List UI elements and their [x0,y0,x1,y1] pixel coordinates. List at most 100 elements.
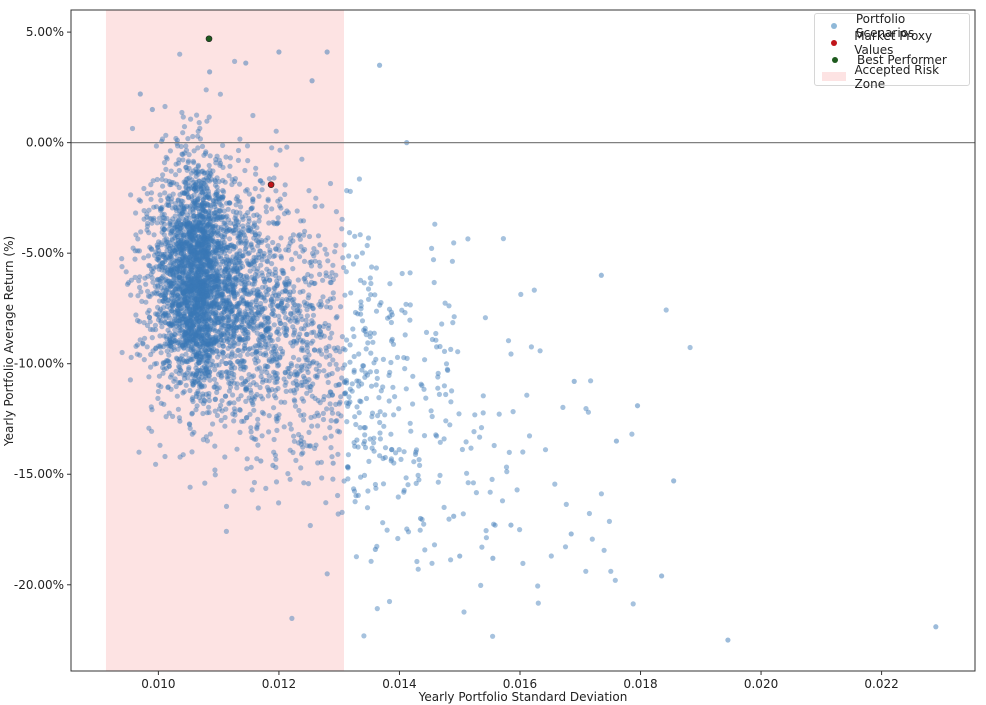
scenario-point [339,509,345,515]
scenario-point [199,227,206,233]
scenario-point [302,302,308,309]
scenario-point [436,391,442,397]
scenario-point [221,280,228,286]
scenario-point [172,204,178,210]
scenario-point [250,395,256,401]
scenario-point [153,345,159,351]
scenario-point [477,434,483,440]
scenario-point [451,314,457,320]
scenario-point [264,266,270,272]
scenario-point [286,374,292,380]
scenario-point [386,398,392,404]
scenario-point [221,258,227,264]
scenario-point [175,296,181,302]
scenario-point [216,305,222,311]
scenario-point [130,245,136,251]
scenario-point [224,336,230,342]
scenario-point [206,397,212,404]
scenario-point [214,338,220,344]
scenario-point [195,274,201,281]
legend-item-market-proxy: Market Proxy Values [821,29,963,57]
x-tick-label: 0.010 [141,677,175,691]
scenario-point [199,202,205,208]
scenario-point [266,268,272,274]
scenario-point [346,253,352,259]
scenario-point [226,273,232,280]
legend-item-accepted-risk-zone: Accepted Risk Zone [821,63,963,91]
scenario-point [249,351,255,357]
scenario-point [162,265,168,271]
scenario-point [210,350,216,356]
scenario-point [155,304,161,310]
scenario-point [119,256,125,262]
scenario-point [192,246,198,252]
scenario-point [128,354,134,360]
scenario-point [187,425,193,431]
scenario-point [380,520,386,526]
scenario-point [314,374,320,380]
portfolio-scenarios-marker-icon [831,22,838,29]
scenario-point [255,416,261,422]
scenario-point [201,287,207,293]
scenario-point [227,200,233,206]
scenario-point [201,296,207,302]
scenario-point [328,389,334,395]
scenario-point [181,375,188,382]
scenario-point [294,371,300,377]
scenario-point [200,393,206,399]
scenario-point [262,279,268,285]
scenario-point [178,237,184,243]
scenario-point [256,365,263,371]
scenario-point [170,267,177,273]
scenario-point [201,240,207,247]
scenario-point [196,318,202,324]
scenario-point [273,292,279,298]
scenario-point [215,371,222,378]
scenario-point [211,339,217,345]
scenario-point [174,232,180,238]
scenario-point [198,284,204,290]
scenario-point [217,327,224,333]
scenario-point [213,337,219,343]
scenario-point [370,339,376,345]
scenario-point [247,268,253,274]
scenario-point [292,403,299,409]
scenario-point [193,391,199,397]
scenario-point [244,143,251,149]
scenario-point [215,195,221,201]
scenario-point [185,289,191,295]
scenario-point [195,222,201,229]
y-tick-label: 5.00% [26,25,64,39]
scenario-point [373,485,379,491]
scenario-point [196,178,203,184]
scenario-point [182,288,188,294]
scenario-point [291,397,297,403]
scenario-point [208,176,215,182]
scenario-point [253,165,259,171]
scenario-point [200,281,206,287]
scenario-point [200,280,206,286]
scenario-point [210,197,216,203]
scenario-point [158,306,164,312]
scenario-point [357,425,363,431]
scenario-point [163,239,169,245]
scenario-point [193,365,199,371]
scenario-point [161,226,167,232]
scenario-point [186,276,192,282]
scenario-point [187,332,193,338]
scenario-point [175,379,182,386]
scenario-point [231,290,237,297]
scenario-point [333,209,339,215]
scenario-point [240,348,246,354]
scenario-point [337,349,343,355]
scenario-point [407,270,413,276]
scenario-point [153,311,159,317]
scenario-point [196,374,202,380]
scenario-point [248,308,254,314]
scenario-point [184,324,190,330]
scenario-point [535,583,541,589]
scenario-point [396,447,402,453]
scenario-point [193,300,199,306]
scenario-point [271,436,277,443]
scenario-point [140,341,146,347]
